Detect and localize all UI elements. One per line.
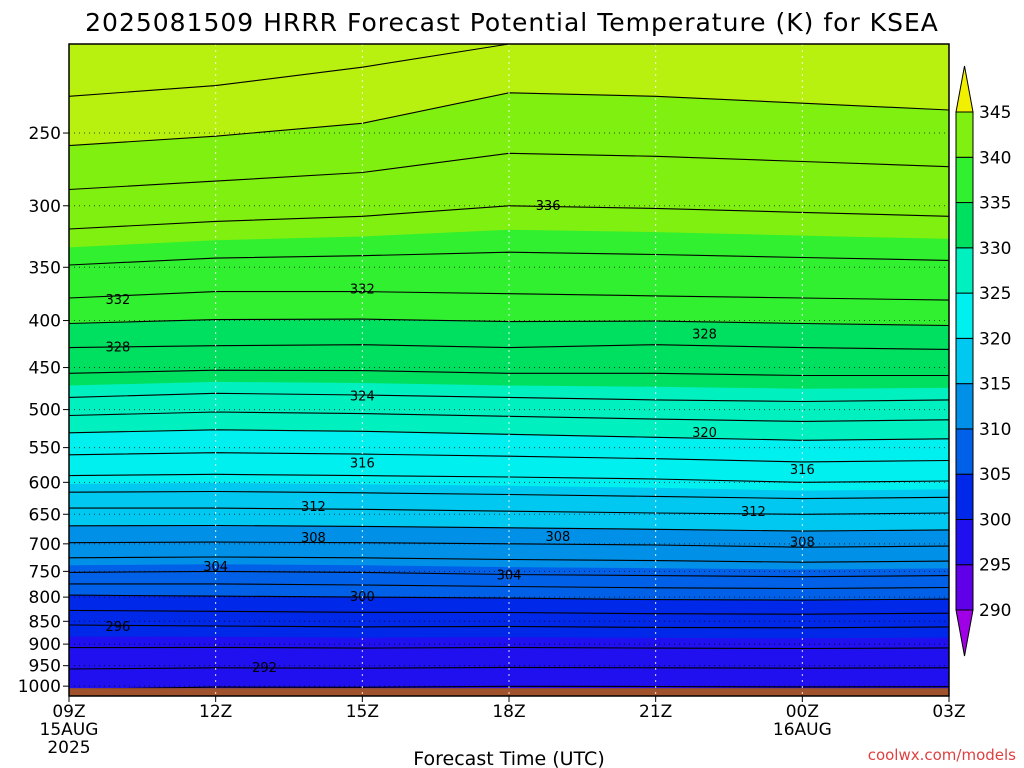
isentrope-304 [68,570,950,578]
contour-label: 316 [790,463,815,478]
colorbar-swatch [955,292,974,339]
colorbar: 290 295 300 305 310 315 320 325 330 335 340 345 [955,65,1011,657]
y-tick-label: 800 [29,588,61,608]
contour-label: 324 [350,390,375,405]
colorbar-swatch [955,202,974,249]
colorbar-label: 320 [979,329,1011,349]
contour-label: 316 [350,456,375,471]
colorbar-extend-max [955,65,974,113]
contour-label: 308 [790,536,815,551]
colorbar-label: 335 [979,194,1011,214]
colorbar-swatch [955,247,974,294]
x-tick-label: 09Z [52,702,85,722]
contour-label: 312 [301,500,326,515]
colorbar-label: 305 [979,465,1011,485]
contour-label: 304 [497,569,522,584]
colorbar-label: 300 [979,510,1011,530]
colorbar-label: 345 [979,103,1011,123]
colorbar-swatch [955,473,974,520]
contour-label: 328 [692,327,717,342]
contour-label: 328 [105,341,130,356]
contour-label: 308 [301,531,326,546]
x-tick-label: 00Z [786,702,819,722]
colorbar-swatch [955,337,974,385]
colorbar-label: 325 [979,284,1011,304]
y-tick-label: 850 [29,612,61,632]
y-tick-label: 250 [29,124,61,144]
colorbar-label: 330 [979,239,1011,259]
contour-label: 300 [350,590,375,605]
colorbar-swatch [955,156,974,204]
y-tick-label: 350 [29,258,61,278]
x-axis-label: Forecast Time (UTC) [413,748,604,768]
contour-label: 320 [692,426,717,441]
colorbar-swatch [955,518,974,566]
colorbar-label: 315 [979,375,1011,395]
y-axis: 250 300 350 400 450 500 550 600 650 700 750 800 850 9… [18,124,69,697]
colorbar-swatch [955,428,974,475]
x-tick-sublabel: 16AUG [773,720,832,740]
y-tick-label: 500 [29,401,61,421]
contour-label: 296 [105,620,130,635]
x-tick-label: 12Z [199,702,232,722]
plot-area: 336 332 332 328 328 324 320 316 316 312 312 308 308 3… [68,43,950,697]
contour-label: 332 [105,293,130,308]
contour-label: 312 [741,505,766,520]
isentrope-302 [69,583,950,590]
chart-title: 2025081509 HRRR Forecast Potential Tempe… [85,8,939,37]
contour-label: 304 [203,560,228,575]
contour-label: 336 [536,199,561,214]
y-tick-label: 1000 [18,677,61,697]
x-tick-sublabel: 2025 [47,738,90,758]
y-tick-label: 900 [29,635,61,655]
y-tick-label: 400 [29,312,61,332]
isentrope-334 [68,251,950,266]
y-tick-label: 550 [29,439,61,459]
isentrope-306 [68,556,950,563]
contour-label: 332 [350,282,375,297]
contour-label: 292 [252,661,277,676]
y-tick-label: 600 [29,473,61,493]
x-tick-label: 15Z [346,702,379,722]
colorbar-swatch [955,383,974,430]
x-tick-label: 21Z [639,702,672,722]
colorbar-label: 340 [979,148,1011,168]
y-tick-label: 450 [29,359,61,379]
x-tick-label: 03Z [932,702,965,722]
y-tick-label: 750 [29,562,61,582]
colorbar-swatch [955,111,974,158]
colorbar-extend-min [955,609,974,657]
x-tick-label: 18Z [492,702,525,722]
isentrope-294 [68,646,950,650]
colorbar-label: 310 [979,420,1011,440]
credit-text: coolwx.com/models [868,746,1016,764]
isentrope-312 [69,507,950,515]
theta-fill-band-340 [69,44,949,146]
y-tick-label: 700 [29,535,61,555]
colorbar-label: 290 [979,601,1011,621]
y-tick-label: 650 [29,505,61,525]
contour-label: 308 [545,530,570,545]
colorbar-label: 295 [979,556,1011,576]
x-tick-sublabel: 15AUG [40,720,99,740]
y-tick-label: 950 [29,657,61,677]
y-tick-label: 300 [29,197,61,217]
colorbar-swatch [955,564,974,611]
